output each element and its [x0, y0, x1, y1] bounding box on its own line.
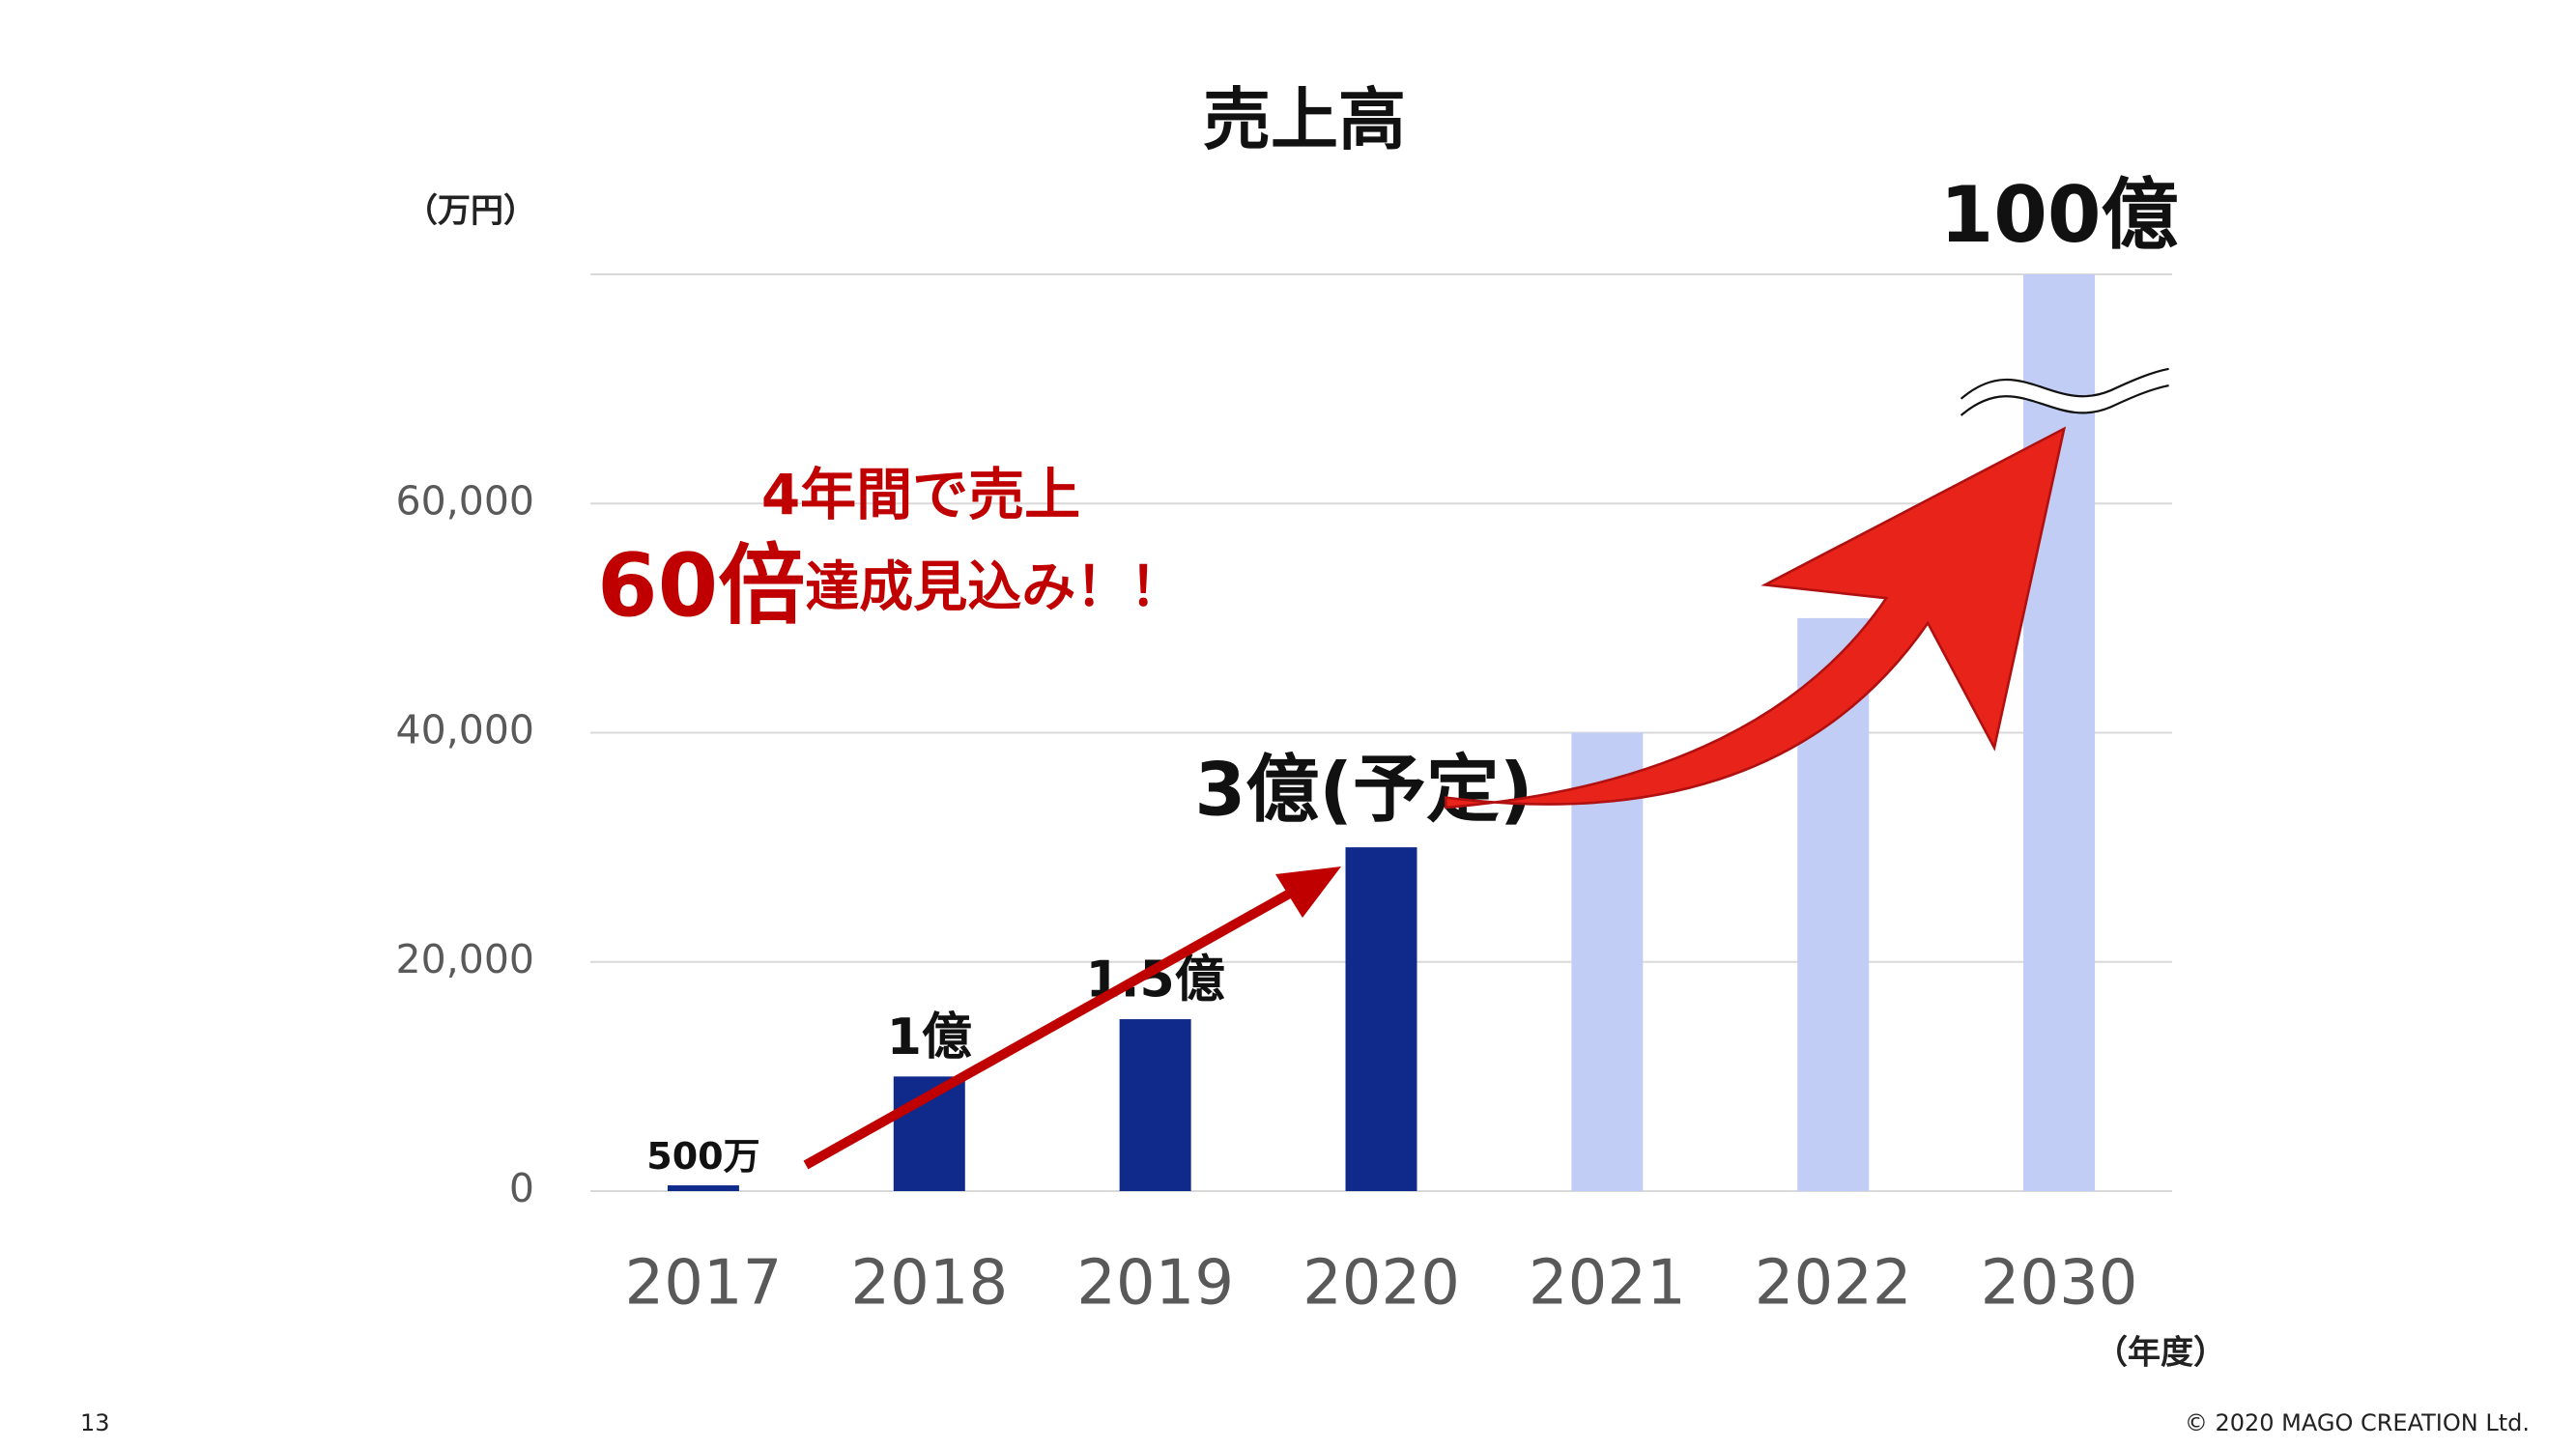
y-tick-label: 20,000	[396, 936, 534, 982]
x-tick-label: 2022	[1755, 1248, 1912, 1320]
x-tick-label: 2019	[1076, 1248, 1234, 1320]
x-unit: （年度）	[2095, 1334, 2226, 1373]
x-tick-label: 2020	[1302, 1248, 1460, 1320]
x-tick-label: 2017	[624, 1248, 782, 1320]
axis-break-line	[1960, 367, 2169, 400]
annotation: 60倍達成見込み！！	[597, 535, 1184, 637]
bar	[1571, 732, 1644, 1191]
x-tick-label: 2018	[850, 1248, 1008, 1320]
page-number: 13	[80, 1409, 110, 1436]
growth-arrow	[803, 886, 1298, 1170]
annotation: 60倍	[597, 535, 805, 637]
bar	[2023, 274, 2096, 1191]
bar	[1345, 847, 1417, 1191]
axis-break	[1960, 367, 2169, 416]
y-unit: （万円）	[405, 192, 536, 231]
annotation: 達成見込み！！	[805, 556, 1184, 619]
y-tick-label: 0	[509, 1165, 534, 1211]
y-tick-label: 40,000	[396, 707, 534, 753]
decorations: 4年間で売上 60倍達成見込み！！	[597, 426, 2067, 1170]
plot: 020,00040,00060,0002017500万20181億20191.5…	[396, 170, 2179, 1320]
x-tick-label: 2021	[1529, 1248, 1686, 1320]
bar	[667, 1185, 739, 1191]
growth-arrow-head	[1275, 867, 1341, 918]
value-label: 100億	[1940, 170, 2179, 260]
y-tick-label: 60,000	[396, 477, 534, 524]
x-tick-label: 2030	[1981, 1248, 2138, 1320]
value-label: 1億	[887, 1009, 972, 1066]
chart-title: 売上高	[1203, 80, 1406, 159]
bar	[1119, 1019, 1191, 1191]
copyright: © 2020 MAGO CREATION Ltd.	[2185, 1409, 2530, 1436]
annotation: 4年間で売上	[761, 462, 1080, 527]
axis-break-line	[1960, 384, 2169, 416]
value-label: 3億(予定)	[1194, 746, 1532, 832]
value-label: 500万	[646, 1135, 759, 1178]
big-arrow	[1445, 426, 2067, 810]
